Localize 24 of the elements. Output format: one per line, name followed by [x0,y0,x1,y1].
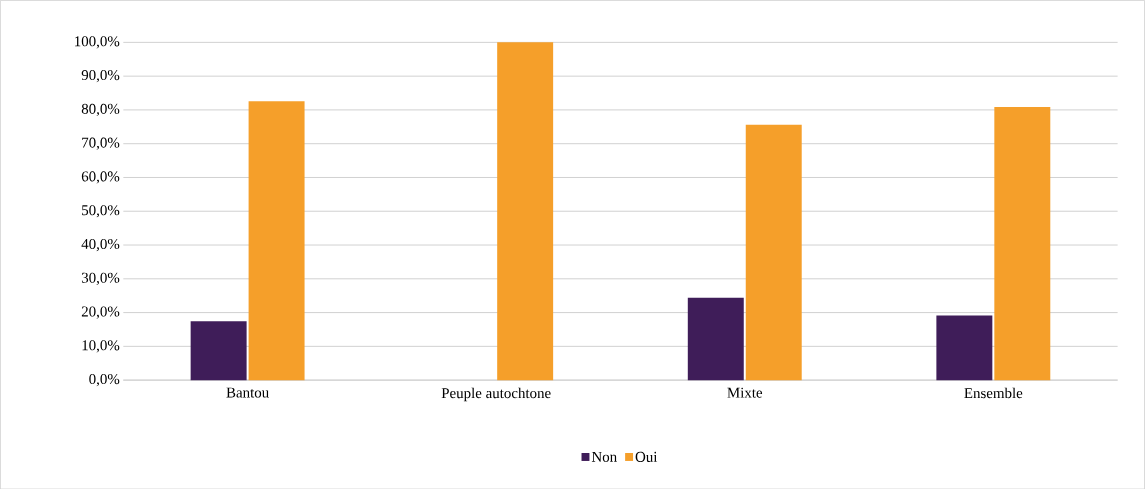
y-tick-label: 50,0% [82,204,120,218]
y-tick-label: 10,0% [82,340,120,353]
legend-label: Non [591,451,617,462]
x-tick-label: Mixte [727,387,763,398]
bar [248,100,305,380]
x-tick-label: Bantou [226,387,269,398]
x-tick-label: Peuple autochtone [441,387,551,401]
bar [687,297,744,380]
y-tick-label: 100,0% [75,36,120,49]
y-tick-label: 70,0% [82,137,120,150]
legend-label: Oui [635,451,658,462]
y-tick-label: 20,0% [81,306,120,319]
y-tick-label: 0,0% [89,373,120,387]
y-tick-label: 90,0% [81,69,120,83]
bar [745,124,802,380]
y-tick-label: 60,0% [81,171,120,184]
y-tick-label: 40,0% [81,238,120,251]
x-tick-label: Ensemble [964,387,1023,398]
bar [936,315,993,380]
bar [497,42,554,380]
bar [190,321,247,380]
y-tick-label: 30,0% [81,272,120,285]
bar [994,106,1051,380]
y-tick-label: 80,0% [81,103,120,116]
